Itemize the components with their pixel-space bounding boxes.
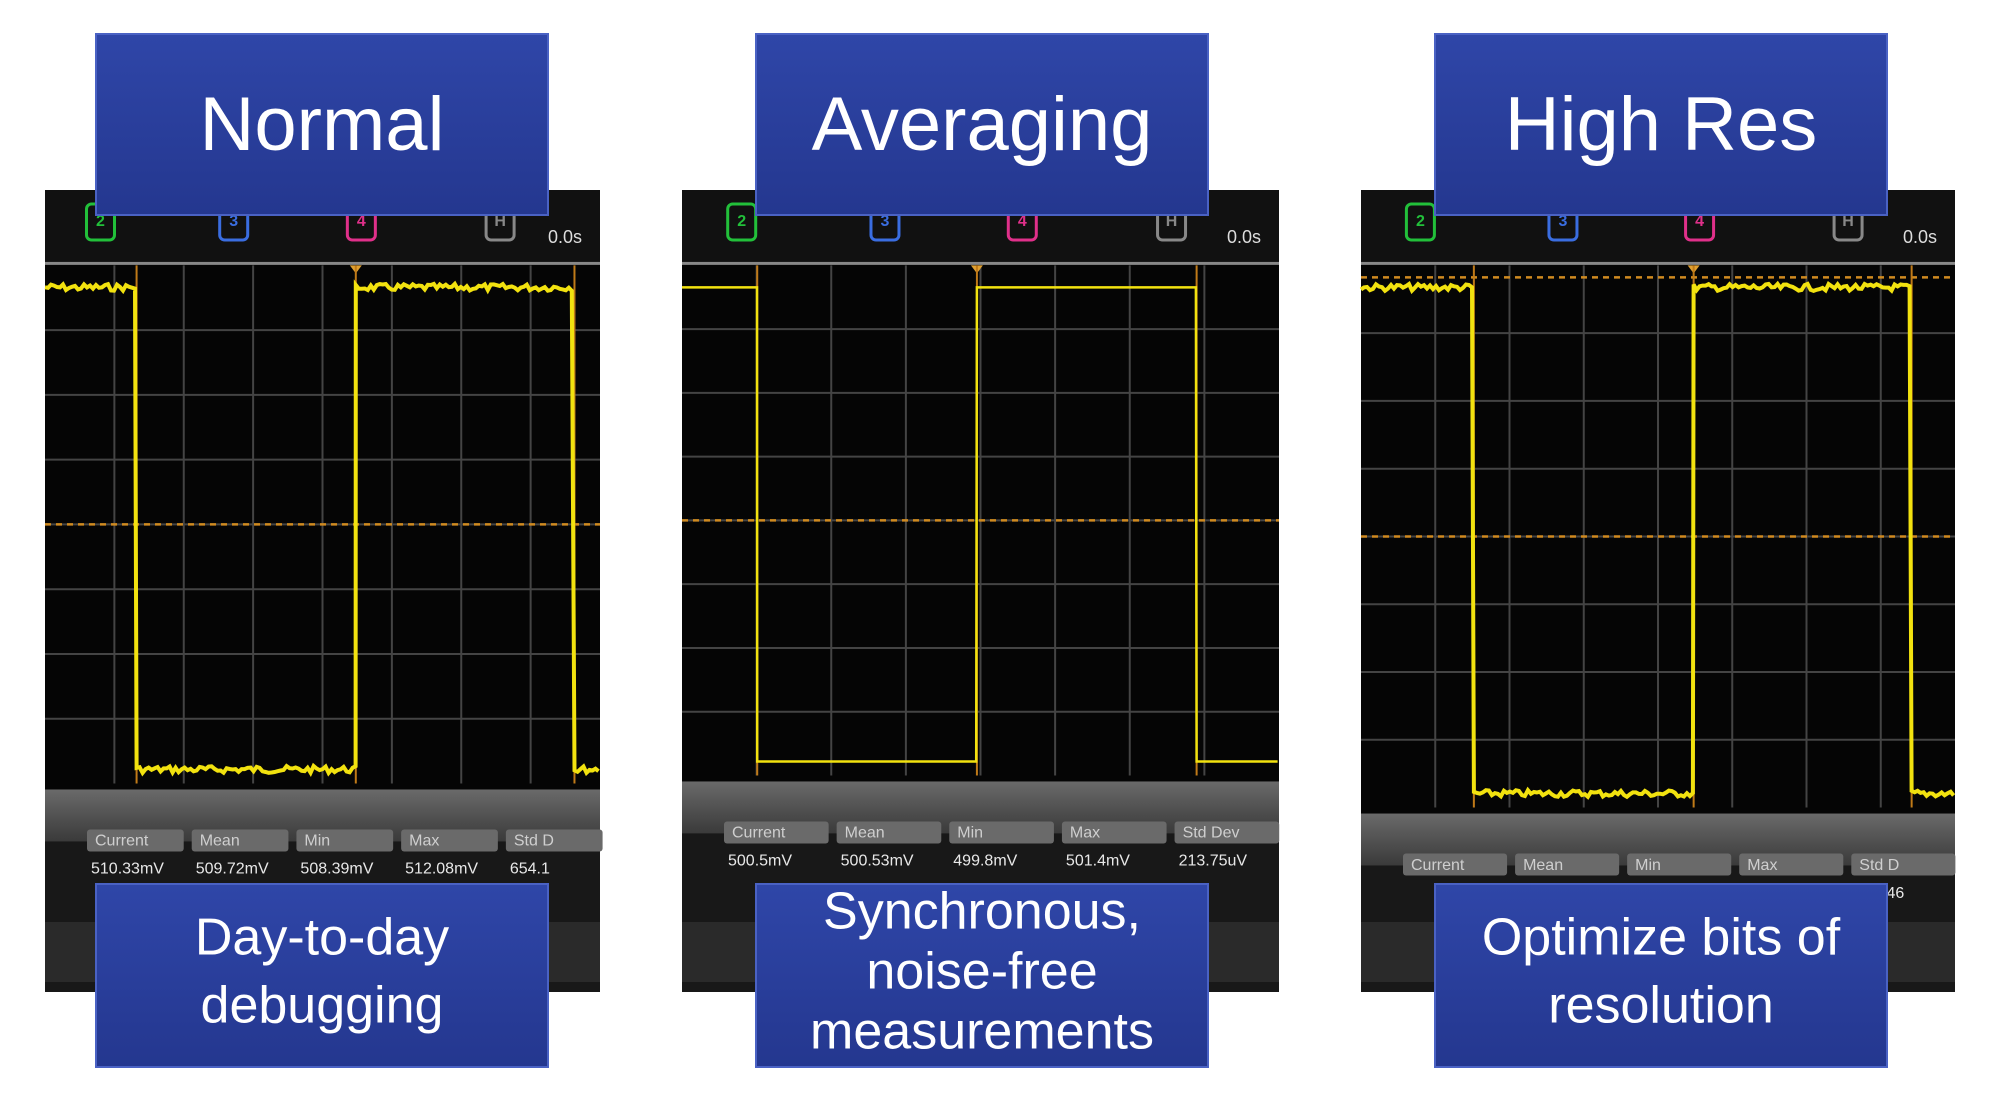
panel-title: Averaging (812, 82, 1153, 167)
measurement-header-text: Max (1747, 857, 1777, 874)
channel-label: 3 (1559, 213, 1568, 230)
measurement-header-text: Std Dev (1183, 825, 1240, 842)
panel-caption: resolution (1548, 977, 1773, 1035)
measurement-header-text: Mean (845, 825, 885, 842)
measurement-header (1403, 853, 1508, 876)
measurement-header (191, 829, 289, 852)
measurement-header (949, 821, 1054, 844)
measurement-value: 508.39mV (300, 861, 373, 878)
measurement-header (724, 821, 829, 844)
time-offset: 0.0s (548, 227, 582, 247)
caption-box (755, 883, 1209, 1068)
measurement-value: 512.08mV (405, 861, 478, 878)
measurement-header (296, 829, 394, 852)
panel-caption: measurements (810, 1003, 1154, 1061)
waveform (1359, 280, 1956, 800)
caption-box (1434, 883, 1888, 1068)
title-box (1434, 33, 1888, 216)
channel-label: 4 (1695, 213, 1704, 230)
measurement-value: 501.4mV (1066, 853, 1130, 870)
measurement-header-text: Current (95, 833, 149, 850)
title-box (95, 33, 549, 216)
measurement-header-text: Current (732, 825, 786, 842)
measurement-header (1061, 821, 1167, 844)
measurement-header-text: Std D (1859, 857, 1899, 874)
measurement-header-text: Min (957, 825, 983, 842)
channel-label: 3 (229, 213, 238, 230)
measurement-value: 510.33mV (91, 861, 164, 878)
measurement-header-text: Mean (200, 833, 240, 850)
measurement-header (1174, 821, 1280, 844)
measurement-value: 213.75uV (1179, 853, 1248, 870)
measurement-value: 654.1 (510, 861, 550, 878)
measurement-value: 499.8mV (953, 853, 1017, 870)
measurement-value: 500.5mV (728, 853, 792, 870)
measurement-header-text: Current (1411, 857, 1465, 874)
measurement-header (87, 829, 184, 852)
panel-caption: Optimize bits of (1482, 909, 1841, 967)
channel-icon (726, 202, 758, 242)
scope-panel: 2 3 4 H 0.0s Current Mean Min Max Std D 510.33mV 50… (44, 33, 603, 1068)
time-offset: 0.0s (1903, 227, 1937, 247)
measurement-header-text: Max (409, 833, 439, 850)
panel-title: High Res (1505, 82, 1818, 167)
measurement-header (836, 821, 942, 844)
panel-caption: debugging (201, 977, 444, 1035)
panel-caption: noise-free (866, 943, 1097, 1001)
waveform (682, 286, 1278, 763)
measurement-header (1515, 853, 1620, 876)
measurement-header-text: Min (304, 833, 330, 850)
measurement-header (1851, 853, 1956, 876)
measurement-header (1627, 853, 1732, 876)
measurement-header (1739, 853, 1844, 876)
channel-label: H (1166, 213, 1178, 230)
scope-panel: 2 3 4 H 0.0s Current Mean Min Max Std Dev 500.5mV 5… (682, 33, 1280, 1068)
channel-icon (1404, 202, 1436, 242)
time-offset: 0.0s (1227, 227, 1261, 247)
measurement-value: 500.53mV (841, 853, 914, 870)
channel-label: 4 (357, 213, 366, 230)
panel-caption: Day-to-day (195, 909, 449, 967)
title-box (755, 33, 1209, 216)
measurement-header-text: Min (1635, 857, 1661, 874)
channel-label: 2 (1416, 213, 1425, 230)
panel-title: Normal (200, 82, 445, 167)
panel-caption: Synchronous, (823, 883, 1141, 941)
channel-label: H (1842, 213, 1854, 230)
channel-label: 2 (737, 213, 746, 230)
measurement-header (505, 829, 603, 852)
channel-label: 2 (96, 213, 105, 230)
caption-box (95, 883, 549, 1068)
channel-label: 3 (881, 213, 890, 230)
measurement-header-text: Mean (1523, 857, 1563, 874)
measurement-value: 509.72mV (196, 861, 269, 878)
measurement-header-text: Max (1070, 825, 1100, 842)
channel-label: H (494, 213, 506, 230)
measurement-header (401, 829, 498, 852)
waveform (44, 279, 600, 777)
channel-label: 4 (1018, 213, 1027, 230)
measurement-header-text: Std D (514, 833, 554, 850)
